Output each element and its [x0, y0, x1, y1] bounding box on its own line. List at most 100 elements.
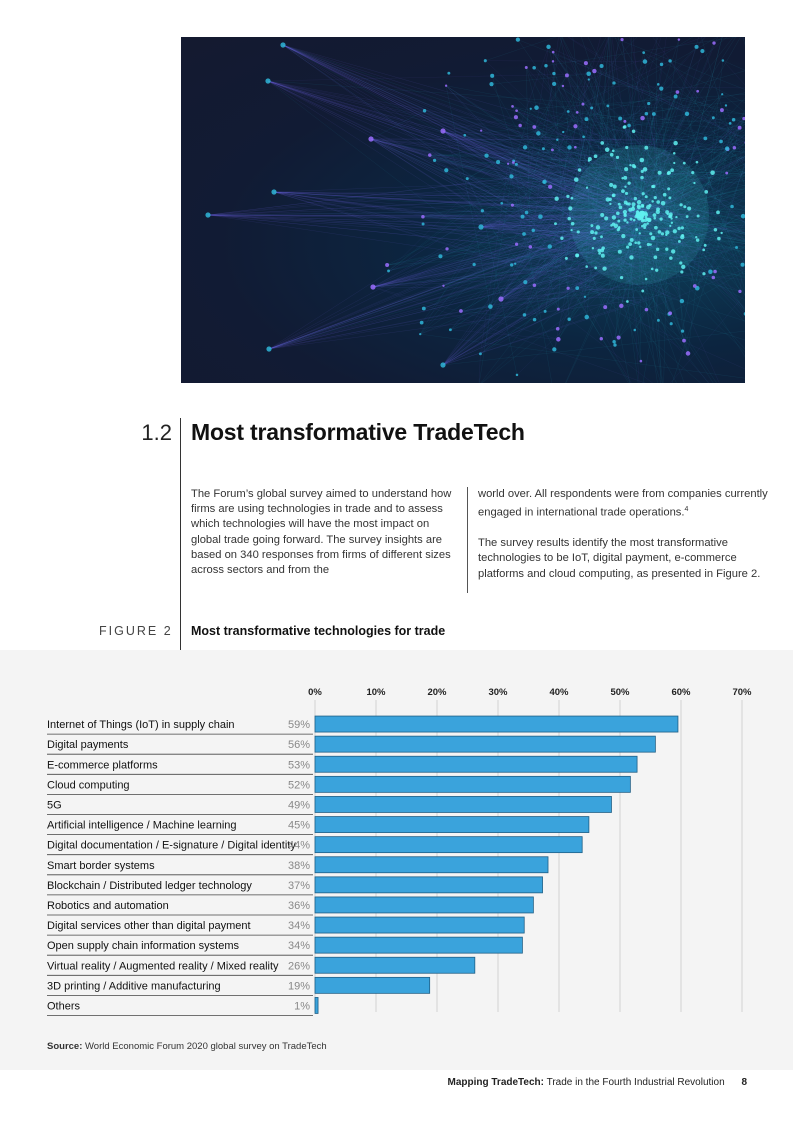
network-edge	[622, 172, 693, 179]
network-node	[419, 320, 424, 325]
network-edge	[566, 213, 618, 259]
network-node	[675, 215, 678, 219]
network-node	[637, 241, 641, 245]
network-edge	[282, 44, 655, 231]
network-node	[651, 184, 655, 189]
network-edge	[563, 92, 745, 133]
network-node	[629, 237, 634, 242]
x-tick-label: 30%	[488, 687, 508, 698]
network-edge	[641, 214, 698, 289]
network-node	[564, 73, 569, 78]
network-node	[532, 317, 537, 322]
network-node	[577, 168, 582, 172]
network-edge	[480, 257, 656, 355]
network-edge	[641, 91, 678, 213]
network-edge	[500, 206, 639, 300]
network-edge	[642, 212, 745, 242]
network-node	[205, 212, 211, 218]
network-edge	[525, 147, 596, 157]
network-edge	[625, 126, 745, 179]
network-edge	[572, 223, 600, 251]
category-label: 3D printing / Additive manufacturing	[47, 980, 221, 992]
category-label: 5G	[47, 799, 62, 811]
bar	[314, 876, 543, 894]
network-node	[641, 204, 645, 208]
network-edge	[511, 215, 639, 266]
network-node	[472, 262, 476, 267]
network-node	[627, 123, 631, 128]
network-edge	[641, 212, 720, 383]
network-edge	[599, 213, 668, 251]
network-edge	[372, 236, 678, 288]
network-edge	[268, 224, 609, 350]
network-edge	[618, 130, 745, 222]
network-edge	[526, 67, 531, 247]
network-edge	[442, 130, 596, 207]
network-node	[561, 84, 565, 88]
network-edge	[267, 80, 657, 270]
network-edge	[530, 246, 689, 354]
network-edge	[661, 218, 745, 229]
network-node	[617, 249, 622, 254]
network-edge	[268, 220, 646, 350]
network-node	[659, 217, 663, 221]
network-edge	[467, 178, 614, 196]
network-edge	[372, 223, 619, 288]
footnote-ref[interactable]: 4	[684, 506, 689, 514]
network-edge	[655, 156, 745, 198]
network-node	[641, 192, 645, 196]
network-edge	[669, 132, 745, 199]
network-node	[617, 202, 621, 206]
network-node	[670, 249, 676, 254]
network-node	[419, 332, 422, 336]
network-edge	[694, 245, 745, 287]
network-edge	[273, 191, 610, 293]
network-edge	[480, 165, 667, 228]
network-edge	[658, 320, 685, 341]
network-edge	[464, 135, 605, 269]
value-label: 34%	[288, 920, 310, 932]
network-node	[642, 167, 648, 172]
network-edge	[714, 221, 745, 272]
network-edge	[530, 108, 644, 215]
network-edge	[595, 267, 745, 280]
network-edge	[370, 138, 565, 190]
network-edge	[474, 236, 745, 265]
network-node	[585, 186, 589, 189]
network-edge	[688, 208, 745, 273]
network-edge	[486, 155, 631, 383]
network-edge	[273, 191, 684, 257]
network-edge	[674, 231, 745, 315]
network-edge	[481, 174, 745, 383]
network-edge	[538, 133, 628, 204]
body-paragraph-1: The Forum’s global survey aimed to under…	[191, 488, 452, 577]
network-edge	[480, 226, 587, 230]
network-edge	[522, 199, 611, 217]
network-edge	[633, 172, 693, 205]
bar-chart: 0% 10% 20% 30% 40% 50% 60% 70% Internet of Thing…	[47, 687, 752, 1016]
network-node	[616, 335, 621, 340]
network-node	[633, 165, 637, 169]
network-edge	[657, 188, 745, 210]
network-edge	[626, 193, 716, 230]
network-edge	[567, 219, 635, 289]
network-edge	[602, 214, 671, 259]
network-edge	[534, 126, 635, 221]
network-edge	[273, 191, 704, 216]
network-edge	[372, 231, 651, 288]
network-node	[637, 216, 642, 221]
network-edge	[638, 37, 741, 214]
network-edge	[515, 117, 654, 187]
network-node	[515, 373, 519, 377]
network-node	[648, 203, 652, 208]
network-edge	[577, 246, 745, 289]
network-node	[583, 295, 587, 298]
network-edge	[207, 214, 667, 238]
network-node	[592, 68, 597, 74]
network-node	[421, 306, 426, 311]
network-edge	[207, 200, 610, 216]
network-edge	[370, 138, 589, 237]
network-edge	[558, 111, 569, 310]
network-node	[609, 152, 614, 157]
network-edge	[207, 209, 647, 216]
